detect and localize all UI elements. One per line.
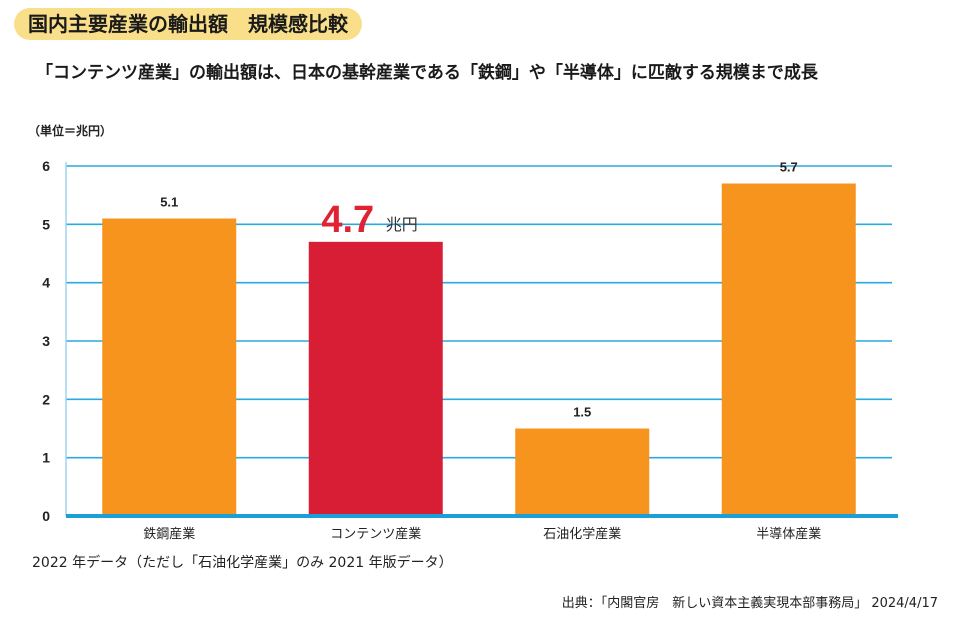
- x-tick-label: 半導体産業: [756, 526, 821, 542]
- bar: [721, 183, 856, 516]
- bar-value-label: 5.1: [160, 195, 178, 210]
- chart-subtitle: 「コンテンツ産業」の輸出額は、日本の基幹産業である「鉄鋼」や「半導体」に匹敵する…: [36, 63, 818, 83]
- data-note: 2022 年データ（ただし「石油化学産業」のみ 2021 年版データ）: [32, 555, 453, 571]
- unit-label: （単位＝兆円）: [28, 124, 113, 138]
- highlight-unit-label: 兆円: [386, 215, 418, 234]
- y-tick-label: 5: [42, 216, 50, 232]
- x-tick-label: コンテンツ産業: [330, 526, 421, 542]
- y-tick-label: 0: [42, 508, 50, 524]
- chart-title: 国内主要産業の輸出額 規模感比較: [14, 8, 362, 40]
- bar: [102, 218, 237, 516]
- y-tick-label: 1: [42, 450, 50, 466]
- x-tick-label: 鉄鋼産業: [143, 526, 195, 542]
- y-tick-label: 3: [42, 333, 50, 349]
- source-citation: 出典：「内閣官房 新しい資本主義実現本部事務局」 2024/4/17: [561, 596, 938, 611]
- y-tick-label: 4: [42, 275, 50, 291]
- y-tick-label: 6: [42, 158, 50, 174]
- highlight-value-label: 4.7: [321, 199, 374, 241]
- bar-value-label: 5.7: [780, 160, 798, 175]
- bar: [515, 428, 650, 516]
- x-tick-label: 石油化学産業: [543, 526, 621, 542]
- bar-value-label: 1.5: [573, 405, 591, 420]
- y-tick-label: 2: [42, 391, 50, 407]
- bar: [308, 241, 443, 517]
